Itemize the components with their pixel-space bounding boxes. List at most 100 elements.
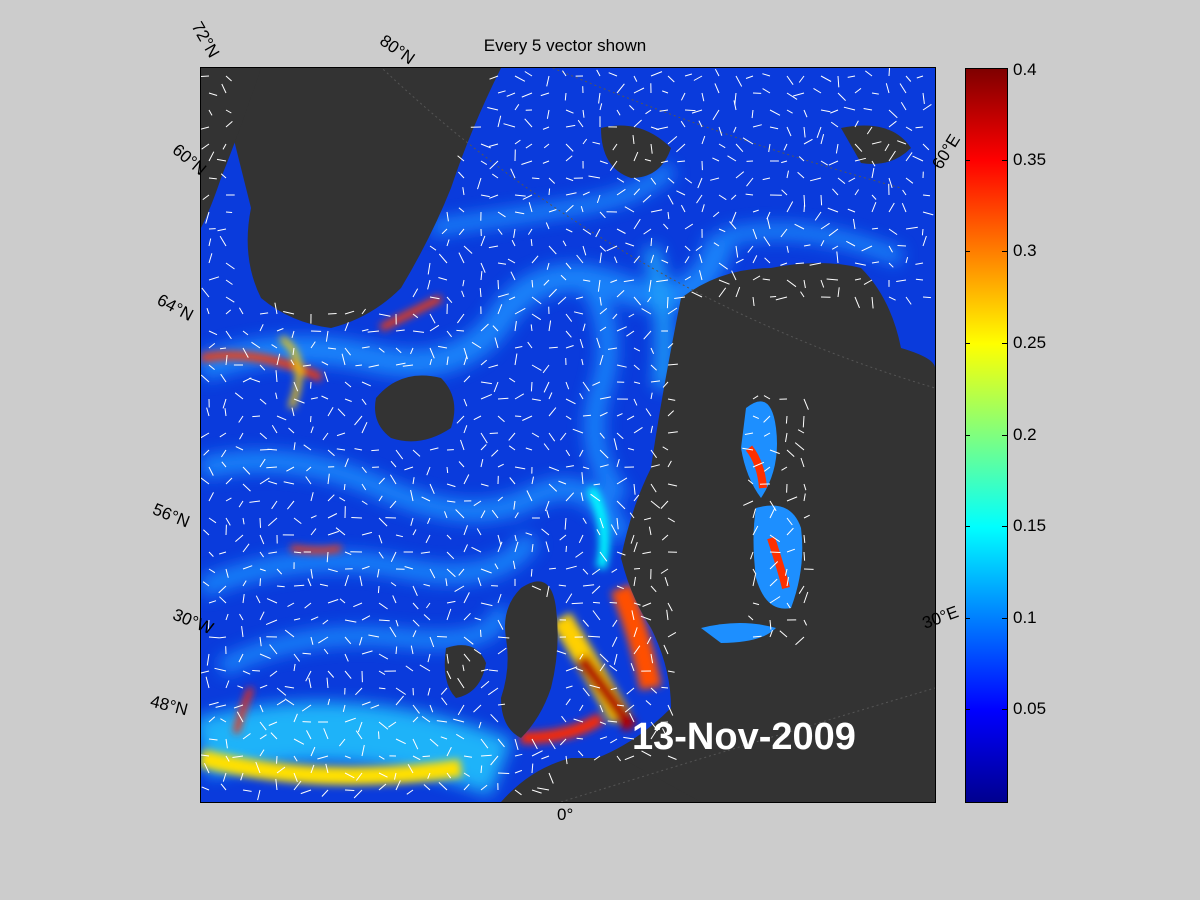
current-vector xyxy=(478,721,482,729)
current-vector xyxy=(497,279,499,290)
current-vector xyxy=(488,669,499,672)
current-vector xyxy=(582,138,588,145)
current-vector xyxy=(742,447,754,451)
current-vector xyxy=(871,296,874,309)
current-vector xyxy=(599,411,608,417)
current-vector xyxy=(378,477,385,485)
current-vector xyxy=(405,665,414,672)
current-vector xyxy=(463,525,468,536)
current-vector xyxy=(480,784,488,791)
current-vector xyxy=(633,347,641,352)
current-vector xyxy=(421,496,431,502)
current-vector xyxy=(266,598,278,604)
current-vector xyxy=(208,330,218,336)
current-vector xyxy=(650,254,655,264)
current-vector xyxy=(251,341,261,349)
current-vector xyxy=(395,329,405,332)
current-vector xyxy=(425,534,431,544)
current-vector xyxy=(395,646,398,655)
current-vector xyxy=(871,92,879,95)
current-vector xyxy=(793,92,805,97)
current-vector xyxy=(764,257,771,264)
current-vector xyxy=(225,121,233,128)
current-vector xyxy=(633,483,636,495)
current-vector xyxy=(259,324,264,332)
current-vector xyxy=(896,279,907,282)
current-vector xyxy=(361,615,371,621)
current-vector xyxy=(327,670,335,678)
current-vector xyxy=(795,262,805,265)
current-vector xyxy=(480,738,489,749)
current-vector xyxy=(695,245,703,251)
current-vector xyxy=(606,245,618,252)
current-vector xyxy=(581,472,584,485)
current-vector xyxy=(644,158,652,162)
current-vector xyxy=(745,193,754,196)
current-vector xyxy=(506,92,516,97)
current-vector xyxy=(252,415,261,418)
current-vector xyxy=(378,551,384,559)
current-vector xyxy=(667,460,672,468)
current-vector xyxy=(746,177,754,187)
current-vector xyxy=(390,582,397,587)
current-vector xyxy=(462,279,465,287)
iceland-land xyxy=(375,375,455,442)
current-vector xyxy=(786,576,789,587)
current-vector xyxy=(378,731,380,740)
current-vector xyxy=(718,126,723,136)
current-vector xyxy=(743,500,754,506)
current-vector xyxy=(268,480,278,485)
current-vector xyxy=(456,733,465,740)
current-vector xyxy=(293,755,298,762)
current-vector xyxy=(781,160,788,164)
current-vector xyxy=(359,575,363,587)
current-vector xyxy=(429,483,435,495)
current-vector xyxy=(565,465,574,468)
current-vector xyxy=(660,500,669,509)
current-vector xyxy=(633,576,636,587)
current-vector xyxy=(735,258,744,264)
current-vector xyxy=(610,279,618,283)
current-vector xyxy=(242,580,247,587)
current-vector xyxy=(214,667,227,672)
current-vector xyxy=(412,449,421,457)
current-vector xyxy=(361,565,370,570)
current-vector xyxy=(225,613,229,621)
current-vector xyxy=(579,653,584,660)
current-vector xyxy=(355,364,363,367)
current-vector xyxy=(531,364,542,371)
current-vector xyxy=(548,738,556,750)
colorbar-tick-label: 0.25 xyxy=(1013,332,1047,352)
current-vector xyxy=(225,296,235,303)
current-vector xyxy=(905,126,913,132)
current-vector xyxy=(752,574,756,587)
current-vector xyxy=(446,466,449,474)
current-vector xyxy=(871,160,876,167)
current-vector xyxy=(225,477,233,485)
current-vector xyxy=(625,242,635,247)
colorbar xyxy=(965,68,1008,803)
current-vector xyxy=(234,392,244,400)
current-vector xyxy=(225,330,232,340)
figure-title: Every 5 vector shown xyxy=(483,36,647,55)
current-vector xyxy=(599,160,608,165)
current-vector xyxy=(641,750,652,757)
current-vector xyxy=(803,551,806,561)
colorbar-tick-mark xyxy=(1002,617,1007,619)
current-vector xyxy=(884,143,890,152)
current-vector xyxy=(786,602,791,609)
current-vector xyxy=(661,160,669,164)
current-vector xyxy=(490,755,499,766)
current-vector xyxy=(763,415,771,423)
current-vector xyxy=(871,194,877,200)
current-vector xyxy=(599,308,608,315)
current-vector xyxy=(514,769,523,774)
current-vector xyxy=(480,458,484,468)
current-vector xyxy=(813,87,822,94)
current-vector xyxy=(542,160,550,164)
current-vector xyxy=(283,481,295,485)
current-vector xyxy=(275,778,278,791)
current-vector xyxy=(208,253,213,264)
current-vector xyxy=(514,534,517,542)
current-vector xyxy=(650,347,655,355)
